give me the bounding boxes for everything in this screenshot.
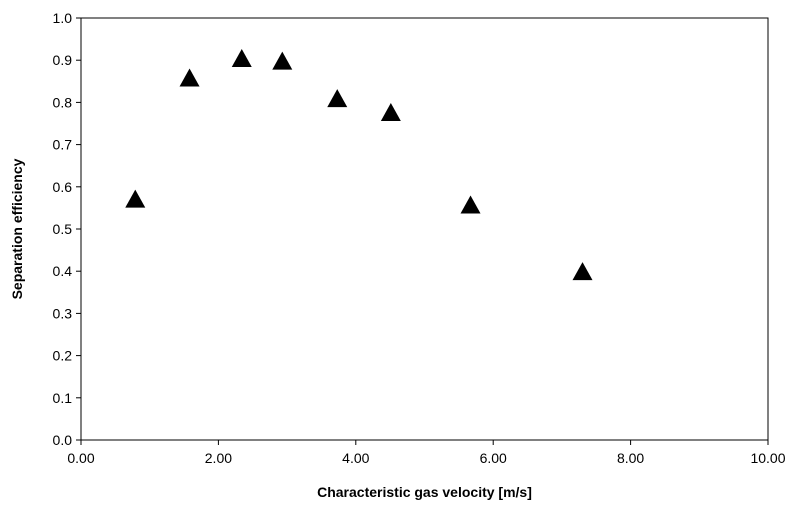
x-axis: 0.00 2.00 4.00 6.00 8.00 10.00: [67, 440, 786, 466]
y-tick-label: 0.7: [53, 137, 73, 153]
y-tick-label: 0.5: [53, 221, 73, 237]
x-tick-label: 2.00: [205, 450, 232, 466]
y-tick-label: 0.9: [53, 52, 73, 68]
y-axis: 0.0 0.1 0.2 0.3 0.4 0.5 0.6 0.7 0.8 0.9 1.0: [53, 10, 81, 448]
y-tick-label: 0.4: [53, 263, 73, 279]
x-tick-label: 4.00: [342, 450, 369, 466]
y-axis-title: Separation efficiency: [9, 158, 25, 299]
x-tick-label: 8.00: [617, 450, 644, 466]
data-point-triangle: [125, 189, 146, 208]
y-tick-label: 0.8: [53, 94, 73, 110]
data-point-triangle: [380, 103, 401, 122]
y-tick-label: 0.0: [53, 432, 73, 448]
data-point-triangle: [460, 195, 481, 214]
data-point-triangle: [327, 89, 348, 108]
y-tick-label: 0.1: [53, 390, 73, 406]
y-tick-label: 0.2: [53, 348, 73, 364]
x-tick-label: 6.00: [480, 450, 507, 466]
data-point-triangle: [272, 51, 293, 70]
y-tick-label: 1.0: [53, 10, 73, 26]
x-axis-title: Characteristic gas velocity [m/s]: [317, 484, 532, 500]
data-points: [125, 49, 593, 281]
data-point-triangle: [231, 49, 252, 68]
x-tick-label: 10.00: [750, 450, 785, 466]
data-point-triangle: [179, 68, 200, 87]
x-tick-label: 0.00: [67, 450, 94, 466]
y-tick-label: 0.3: [53, 305, 73, 321]
y-tick-label: 0.6: [53, 179, 73, 195]
data-point-triangle: [572, 262, 593, 281]
